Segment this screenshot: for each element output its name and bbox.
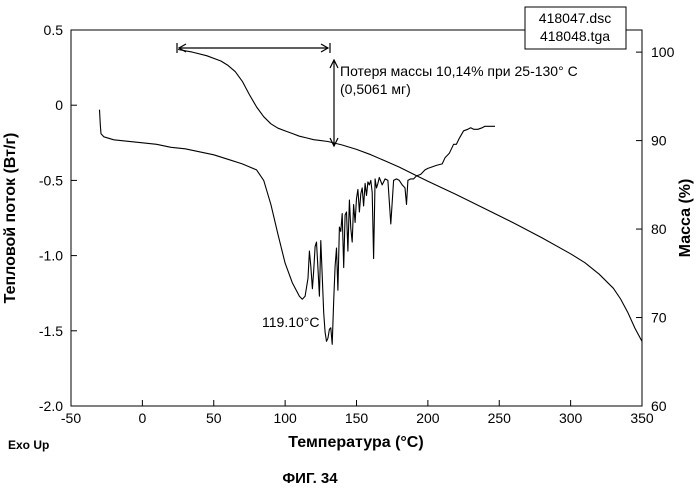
legend-file-dsc: 418047.dsc	[539, 10, 611, 26]
x-tick-label: 300	[559, 410, 583, 426]
peak-annotation: 119.10°C	[262, 314, 320, 330]
x-axis-label: Температура (°C)	[288, 434, 423, 451]
y-left-tick-label: -1.5	[39, 323, 63, 339]
y-left-tick-label: 0.5	[44, 22, 64, 38]
exo-up-label: Exo Up	[8, 438, 49, 452]
y-right-tick-label: 100	[651, 44, 675, 60]
y-right-tick-label: 80	[651, 221, 667, 237]
figure-caption: ФИГ. 34	[282, 470, 338, 487]
y-left-tick-label: -2.0	[39, 398, 63, 414]
mass-loss-range-arrow	[177, 43, 330, 53]
y-right-tick-label: 60	[651, 398, 667, 414]
legend-file-tga: 418048.tga	[540, 28, 610, 44]
x-tick-label: 100	[273, 410, 297, 426]
x-tick-label: 200	[416, 410, 440, 426]
x-tick-label: 0	[138, 410, 146, 426]
x-tick-label: -50	[61, 410, 81, 426]
x-tick-label: 250	[488, 410, 512, 426]
mass-loss-mg-annotation: (0,5061 мг)	[340, 81, 411, 97]
y-left-tick-label: -1.0	[39, 248, 63, 264]
y-axis-left-label: Тепловой поток (Вт/г)	[2, 133, 19, 304]
y-right-tick-label: 90	[651, 133, 667, 149]
y-left-tick-label: 0	[55, 97, 63, 113]
x-axis-ticks: -50050100150200250300350	[61, 400, 654, 426]
dsc-heat-flow-curve	[100, 110, 496, 345]
mass-loss-annotation: Потеря массы 10,14% при 25-130° С	[340, 63, 578, 79]
y-right-tick-label: 70	[651, 310, 667, 326]
x-tick-label: 50	[206, 410, 222, 426]
mass-loss-drop-arrow	[330, 60, 338, 146]
y-axis-right-label: Масса (%)	[677, 179, 694, 258]
y-left-tick-label: -0.5	[39, 172, 63, 188]
x-tick-label: 150	[345, 410, 369, 426]
